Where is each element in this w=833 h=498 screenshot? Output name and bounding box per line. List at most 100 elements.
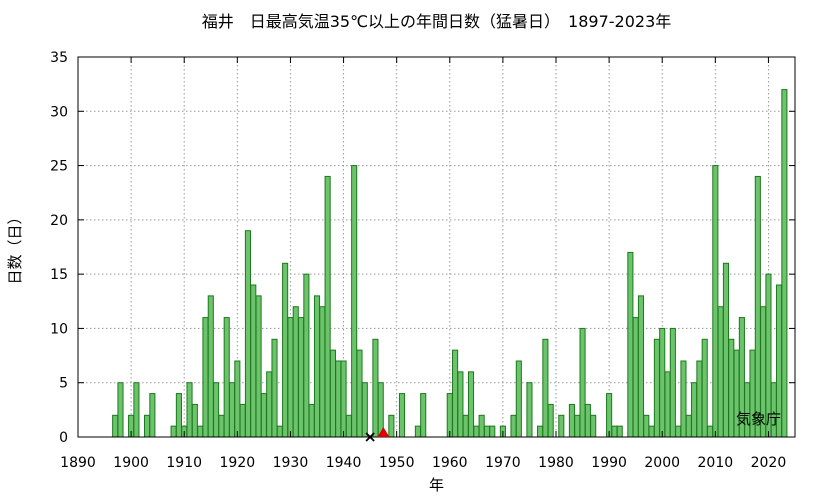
bar <box>313 295 321 438</box>
x-tick-label: 2010 <box>698 455 734 471</box>
bar <box>398 393 406 438</box>
bar <box>489 425 496 438</box>
bar <box>457 371 464 438</box>
cross-marker <box>365 432 375 442</box>
bar <box>133 382 140 438</box>
bar <box>234 360 241 438</box>
bar <box>579 327 586 438</box>
bar <box>467 371 475 438</box>
y-tick-label: 10 <box>50 321 68 337</box>
bar <box>282 262 289 438</box>
bar <box>361 382 368 438</box>
bar <box>250 284 257 438</box>
bar <box>319 306 326 438</box>
bar <box>345 414 352 438</box>
grid <box>78 57 795 437</box>
bar <box>298 317 305 438</box>
bar <box>223 317 230 438</box>
bar <box>547 403 554 438</box>
bar <box>420 393 427 438</box>
bar <box>510 414 517 438</box>
x-tick-label: 1980 <box>538 455 574 471</box>
bar <box>260 393 267 438</box>
y-tick-label: 5 <box>59 376 68 392</box>
bar <box>706 425 714 438</box>
bar <box>478 414 485 438</box>
bar <box>372 338 379 438</box>
y-tick-label: 35 <box>50 50 68 66</box>
bar <box>590 414 597 438</box>
bar <box>722 262 730 438</box>
bar <box>351 165 358 438</box>
bar <box>213 382 220 438</box>
bar <box>616 425 623 438</box>
bar <box>558 414 565 438</box>
bar <box>266 371 273 438</box>
bar <box>696 360 703 438</box>
x-tick-label: 1960 <box>432 455 468 471</box>
bar <box>202 317 209 438</box>
bar <box>356 349 363 438</box>
bar <box>149 393 156 438</box>
bar <box>303 273 310 438</box>
bar <box>685 414 692 438</box>
bar <box>637 295 645 438</box>
y-tick-label: 30 <box>50 104 68 120</box>
x-tick-label: 2000 <box>644 455 680 471</box>
bar <box>239 403 246 438</box>
x-tick-label: 1930 <box>273 455 309 471</box>
bar <box>228 382 236 438</box>
bar <box>643 414 650 438</box>
bar <box>335 360 342 438</box>
bar <box>340 360 347 438</box>
bar <box>276 425 283 438</box>
bar <box>568 403 575 438</box>
bar <box>526 382 533 438</box>
bar <box>112 414 119 438</box>
bar <box>462 414 469 438</box>
bar <box>675 425 682 438</box>
x-tick-label: 1990 <box>591 455 627 471</box>
bar <box>574 414 581 438</box>
bar <box>653 338 660 438</box>
y-tick-label: 0 <box>59 430 68 446</box>
bar <box>186 382 193 438</box>
bar <box>292 306 299 438</box>
bar <box>473 425 480 438</box>
bar <box>117 382 124 438</box>
bar <box>271 338 278 438</box>
x-tick-label: 1920 <box>220 455 256 471</box>
bar <box>542 338 549 438</box>
bar <box>414 425 421 438</box>
x-tick-label: 1890 <box>60 455 96 471</box>
y-tick-label: 25 <box>50 159 68 175</box>
bar <box>144 414 151 438</box>
bar <box>680 360 687 438</box>
bar <box>627 251 634 438</box>
bar <box>170 425 177 438</box>
chart-title: 福井 日最高気温35℃以上の年間日数（猛暑日） 1897-2023年 <box>202 12 672 31</box>
x-tick-label: 1950 <box>379 455 415 471</box>
bar <box>515 360 522 438</box>
bar <box>308 403 315 438</box>
bar <box>754 175 761 438</box>
x-tick-labels: 1890 1900 1910 1920 1930 1940 1950 1960 1970 1980… <box>60 455 786 471</box>
bar <box>218 414 225 438</box>
bar <box>664 371 671 438</box>
y-tick-label: 15 <box>50 267 68 283</box>
bar <box>712 165 719 438</box>
bar <box>611 425 618 438</box>
x-tick-label: 1970 <box>485 455 521 471</box>
bar <box>191 403 198 438</box>
bar <box>452 349 459 438</box>
bar <box>701 338 708 438</box>
ticks <box>77 56 795 438</box>
bar <box>632 317 639 438</box>
bar <box>287 317 294 438</box>
bar <box>388 414 395 438</box>
bar <box>446 393 453 438</box>
x-tick-label: 1910 <box>166 455 202 471</box>
bar <box>781 89 788 438</box>
bar <box>244 230 252 438</box>
